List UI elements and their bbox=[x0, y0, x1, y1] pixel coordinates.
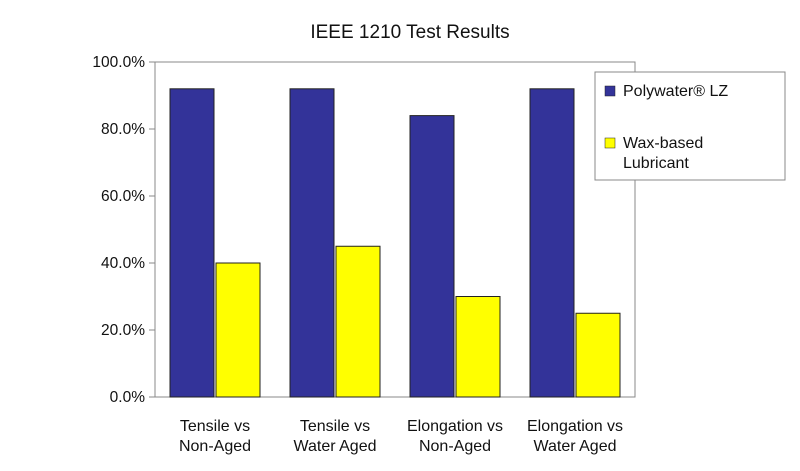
bar-polywater bbox=[289, 88, 335, 398]
legend-swatch-wax bbox=[604, 137, 616, 149]
x-category-label: Tensile vs bbox=[300, 418, 370, 435]
bar-wax-based bbox=[215, 262, 261, 398]
legend-swatch-polywater bbox=[604, 85, 616, 97]
legend-label-wax-line2: Lubricant bbox=[623, 155, 689, 172]
x-category-label: Tensile vs bbox=[180, 418, 250, 435]
bar-wax-based bbox=[575, 312, 621, 398]
y-axis: 0.0% 20.0% 40.0% 60.0% 80.0% 100.0% bbox=[92, 54, 155, 406]
bar-polywater bbox=[409, 115, 455, 398]
y-tick-label: 60.0% bbox=[101, 188, 145, 205]
y-tick-label: 40.0% bbox=[101, 255, 145, 272]
x-category-label: Elongation vs bbox=[407, 418, 503, 435]
bar-wax-based bbox=[335, 245, 381, 398]
y-tick-label: 100.0% bbox=[92, 54, 145, 71]
x-axis-labels: Tensile vs Non-Aged Tensile vs Water Aged El… bbox=[179, 418, 623, 455]
x-category-label: Elongation vs bbox=[527, 418, 623, 435]
y-tick-label: 0.0% bbox=[110, 389, 146, 406]
plot-area bbox=[154, 61, 636, 398]
bar-wax-based bbox=[455, 296, 501, 398]
y-tick-label: 20.0% bbox=[101, 322, 145, 339]
x-category-label: Non-Aged bbox=[419, 438, 491, 455]
bar-polywater bbox=[529, 88, 575, 398]
chart-title: IEEE 1210 Test Results bbox=[310, 22, 509, 43]
legend: Polywater® LZ Wax-based Lubricant bbox=[594, 71, 786, 181]
x-category-label: Water Aged bbox=[293, 438, 376, 455]
legend-label-polywater: Polywater® LZ bbox=[623, 83, 728, 100]
y-tick-label: 80.0% bbox=[101, 121, 145, 138]
x-category-label: Non-Aged bbox=[179, 438, 251, 455]
x-category-label: Water Aged bbox=[533, 438, 616, 455]
legend-label-wax-line1: Wax-based bbox=[623, 135, 703, 152]
bar-group bbox=[169, 88, 621, 398]
legend-box bbox=[594, 71, 786, 181]
bar-polywater bbox=[169, 88, 215, 398]
